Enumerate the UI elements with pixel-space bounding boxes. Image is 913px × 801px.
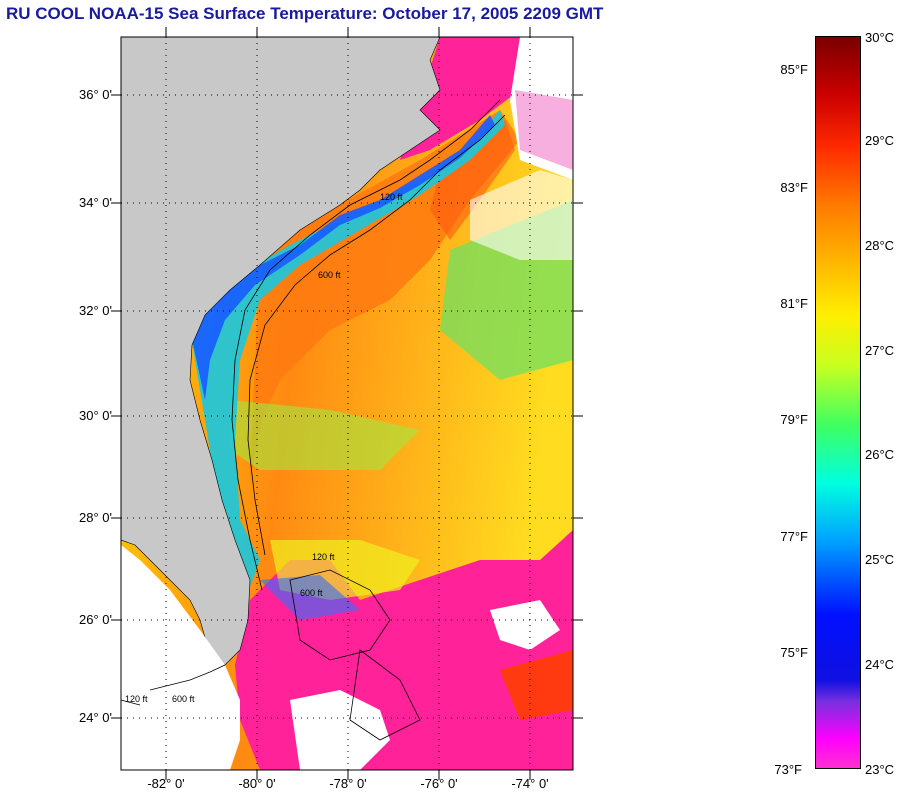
lat-label: 26° 0' (79, 612, 112, 627)
colorbar-c-label: 29°C (865, 133, 895, 148)
lon-label: -74° 0' (511, 776, 549, 791)
contour-label: 120 ft (125, 694, 148, 704)
contour-label: 600 ft (300, 588, 323, 598)
lat-label: 32° 0' (79, 303, 112, 318)
contour-label: 600 ft (172, 694, 195, 704)
lat-label: 28° 0' (79, 510, 112, 525)
colorbar-f-label: 75°F (780, 645, 808, 660)
bahamas-blue-patch (260, 575, 360, 620)
lon-label: -78° 0' (329, 776, 367, 791)
cool-offshore-patch-2 (230, 400, 420, 470)
colorbar-f-label: 85°F (780, 62, 808, 77)
gulf-stream-edge (430, 120, 515, 240)
contour-label: 120 ft (380, 192, 403, 202)
lat-label: 30° 0' (79, 408, 112, 423)
colorbar-c-label: 30°C (865, 30, 895, 45)
south-clear-patch-2 (490, 600, 560, 650)
lon-label: -76° 0' (420, 776, 458, 791)
axis-ticks (111, 27, 583, 780)
lat-label: 36° 0' (79, 87, 112, 102)
colorbar-c-label: 23°C (865, 762, 895, 777)
contour-label: 600 ft (318, 270, 341, 280)
colorbar-f-label: 81°F (780, 296, 808, 311)
contour-600ft (247, 114, 506, 556)
temperature-colorbar (815, 36, 861, 769)
white-gap-east (470, 170, 573, 260)
lat-label: 34° 0' (79, 195, 112, 210)
colorbar-f-label: 79°F (780, 412, 808, 427)
south-clear-patch (290, 690, 390, 770)
colorbar-f-label: 83°F (780, 180, 808, 195)
lon-label: -80° 0' (238, 776, 276, 791)
colorbar-c-label: 25°C (865, 552, 895, 567)
colorbar-c-label: 24°C (865, 657, 895, 672)
map-title: RU COOL NOAA-15 Sea Surface Temperature:… (6, 4, 604, 23)
colorbar-c-label: 27°C (865, 343, 895, 358)
land-mass (120, 36, 441, 666)
gridlines (121, 37, 573, 770)
lon-label: -82° 0' (147, 776, 185, 791)
florida-keys-outline (120, 664, 226, 706)
land-south-white (121, 545, 240, 770)
map-plot-area (120, 36, 573, 770)
southeast-warm-patch (500, 650, 573, 720)
colorbar-c-label: 28°C (865, 238, 895, 253)
map-frame (120, 36, 574, 771)
lat-label: 24° 0' (79, 710, 112, 725)
colorbar-f-label: 77°F (780, 529, 808, 544)
colorbar-c-label: 26°C (865, 447, 895, 462)
contour-bahamas (289, 569, 421, 741)
contour-label: 120 ft (312, 552, 335, 562)
contour-120ft (231, 99, 501, 591)
colorbar-f-label: 73°F (774, 762, 802, 777)
